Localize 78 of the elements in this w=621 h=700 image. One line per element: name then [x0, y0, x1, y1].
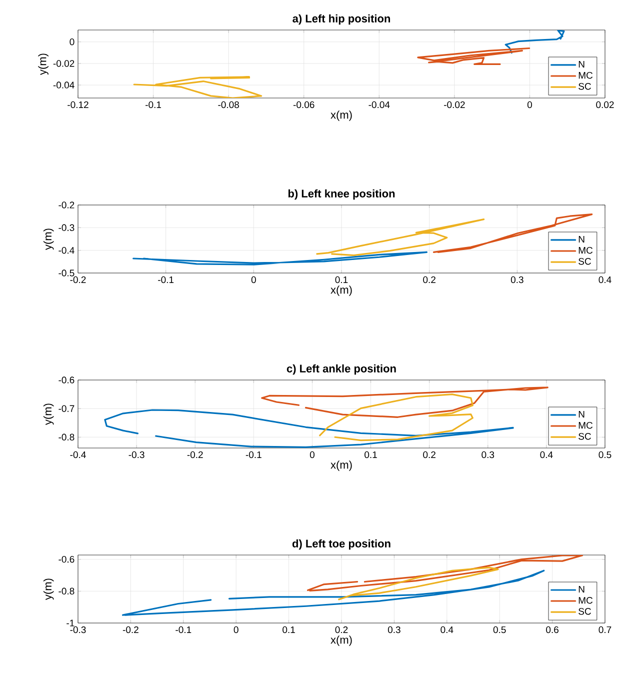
- x-tick-label: -0.2: [187, 451, 203, 458]
- legend-label: MC: [578, 246, 593, 254]
- x-axis-title: x(m): [330, 286, 352, 296]
- legend-label: N: [578, 586, 584, 593]
- x-tick-label: 0.3: [482, 451, 494, 458]
- legend-label: SC: [578, 258, 591, 265]
- legend-label: SC: [578, 83, 591, 90]
- line-series: [319, 393, 474, 442]
- x-tick-label: 0.1: [364, 451, 377, 458]
- x-axis-title: x(m): [330, 460, 352, 471]
- x-tick-label: -0.08: [218, 101, 239, 108]
- chart-title: b) Left knee position: [288, 189, 395, 200]
- x-tick-label: -0.02: [444, 101, 465, 108]
- y-tick-label: 0: [70, 38, 74, 46]
- y-tick-label: -0.04: [53, 82, 74, 88]
- line-series: [417, 47, 530, 66]
- x-tick-label: 0.5: [493, 626, 506, 634]
- x-tick-label: -0.1: [158, 276, 174, 284]
- legend-label: MC: [578, 72, 593, 79]
- legend-label: N: [578, 236, 584, 243]
- y-axis-title: y(m): [43, 228, 54, 250]
- legend-label: MC: [578, 596, 593, 604]
- x-tick-label: -0.1: [176, 626, 192, 634]
- chart-title: a) Left hip position: [292, 14, 390, 25]
- x-tick-label: -0.12: [68, 101, 88, 108]
- x-tick-label: 0.3: [388, 626, 400, 634]
- x-tick-label: -0.06: [293, 101, 314, 108]
- x-tick-label: 0.2: [423, 276, 436, 284]
- x-axis-title: x(m): [330, 110, 352, 121]
- y-tick-label: -0.8: [58, 588, 74, 595]
- line-series: [504, 30, 565, 54]
- x-tick-label: 0.5: [598, 451, 612, 458]
- y-tick-label: -0.2: [58, 202, 74, 208]
- x-tick-label: 0: [234, 626, 238, 634]
- x-tick-label: -0.1: [146, 101, 162, 108]
- y-tick-label: -0.6: [58, 556, 74, 563]
- x-tick-label: 0.7: [598, 626, 612, 634]
- line-series: [432, 213, 593, 253]
- y-tick-label: -0.4: [58, 246, 74, 254]
- x-tick-label: -0.04: [368, 101, 390, 108]
- x-tick-label: 0.1: [282, 626, 295, 634]
- y-axis-title: y(m): [43, 404, 54, 425]
- legend-label: N: [578, 411, 584, 418]
- x-tick-label: 0.4: [540, 451, 553, 458]
- line-series: [133, 76, 262, 98]
- x-tick-label: -0.3: [128, 451, 144, 458]
- line-series: [132, 251, 428, 266]
- x-tick-label: -0.2: [122, 626, 138, 634]
- x-tick-label: 0.3: [510, 276, 524, 284]
- chart-title: d) Left toe position: [292, 539, 390, 550]
- x-axis-title: x(m): [330, 636, 352, 646]
- y-tick-label: -0.5: [58, 270, 74, 276]
- legend-label: SC: [578, 608, 591, 615]
- y-axis-title: y(m): [43, 578, 54, 600]
- x-tick-label: 0.4: [440, 626, 454, 634]
- x-tick-label: 0.4: [598, 276, 612, 284]
- line-series: [338, 566, 499, 600]
- x-tick-label: 0.2: [335, 626, 348, 634]
- x-tick-label: 0.02: [596, 101, 614, 108]
- line-series: [316, 218, 485, 256]
- legend-label: N: [578, 61, 584, 68]
- y-tick-label: -0.8: [58, 434, 74, 441]
- y-axis-title: y(m): [38, 54, 48, 75]
- x-tick-label: 0.6: [546, 626, 558, 634]
- y-tick-label: -0.7: [58, 405, 74, 412]
- y-tick-label: -1: [66, 620, 74, 626]
- x-tick-label: 0.1: [335, 276, 348, 284]
- x-tick-label: 0: [310, 451, 314, 458]
- x-tick-label: -0.1: [246, 451, 262, 458]
- x-tick-label: 0.2: [423, 451, 436, 458]
- y-tick-label: -0.3: [58, 224, 74, 232]
- legend-label: SC: [578, 433, 591, 440]
- y-tick-label: -0.6: [58, 376, 74, 384]
- legend-label: MC: [578, 422, 593, 429]
- x-tick-label: 0: [251, 276, 256, 284]
- x-tick-label: 0: [527, 101, 532, 108]
- chart-title: c) Left ankle position: [286, 364, 396, 375]
- y-tick-label: -0.02: [53, 60, 74, 67]
